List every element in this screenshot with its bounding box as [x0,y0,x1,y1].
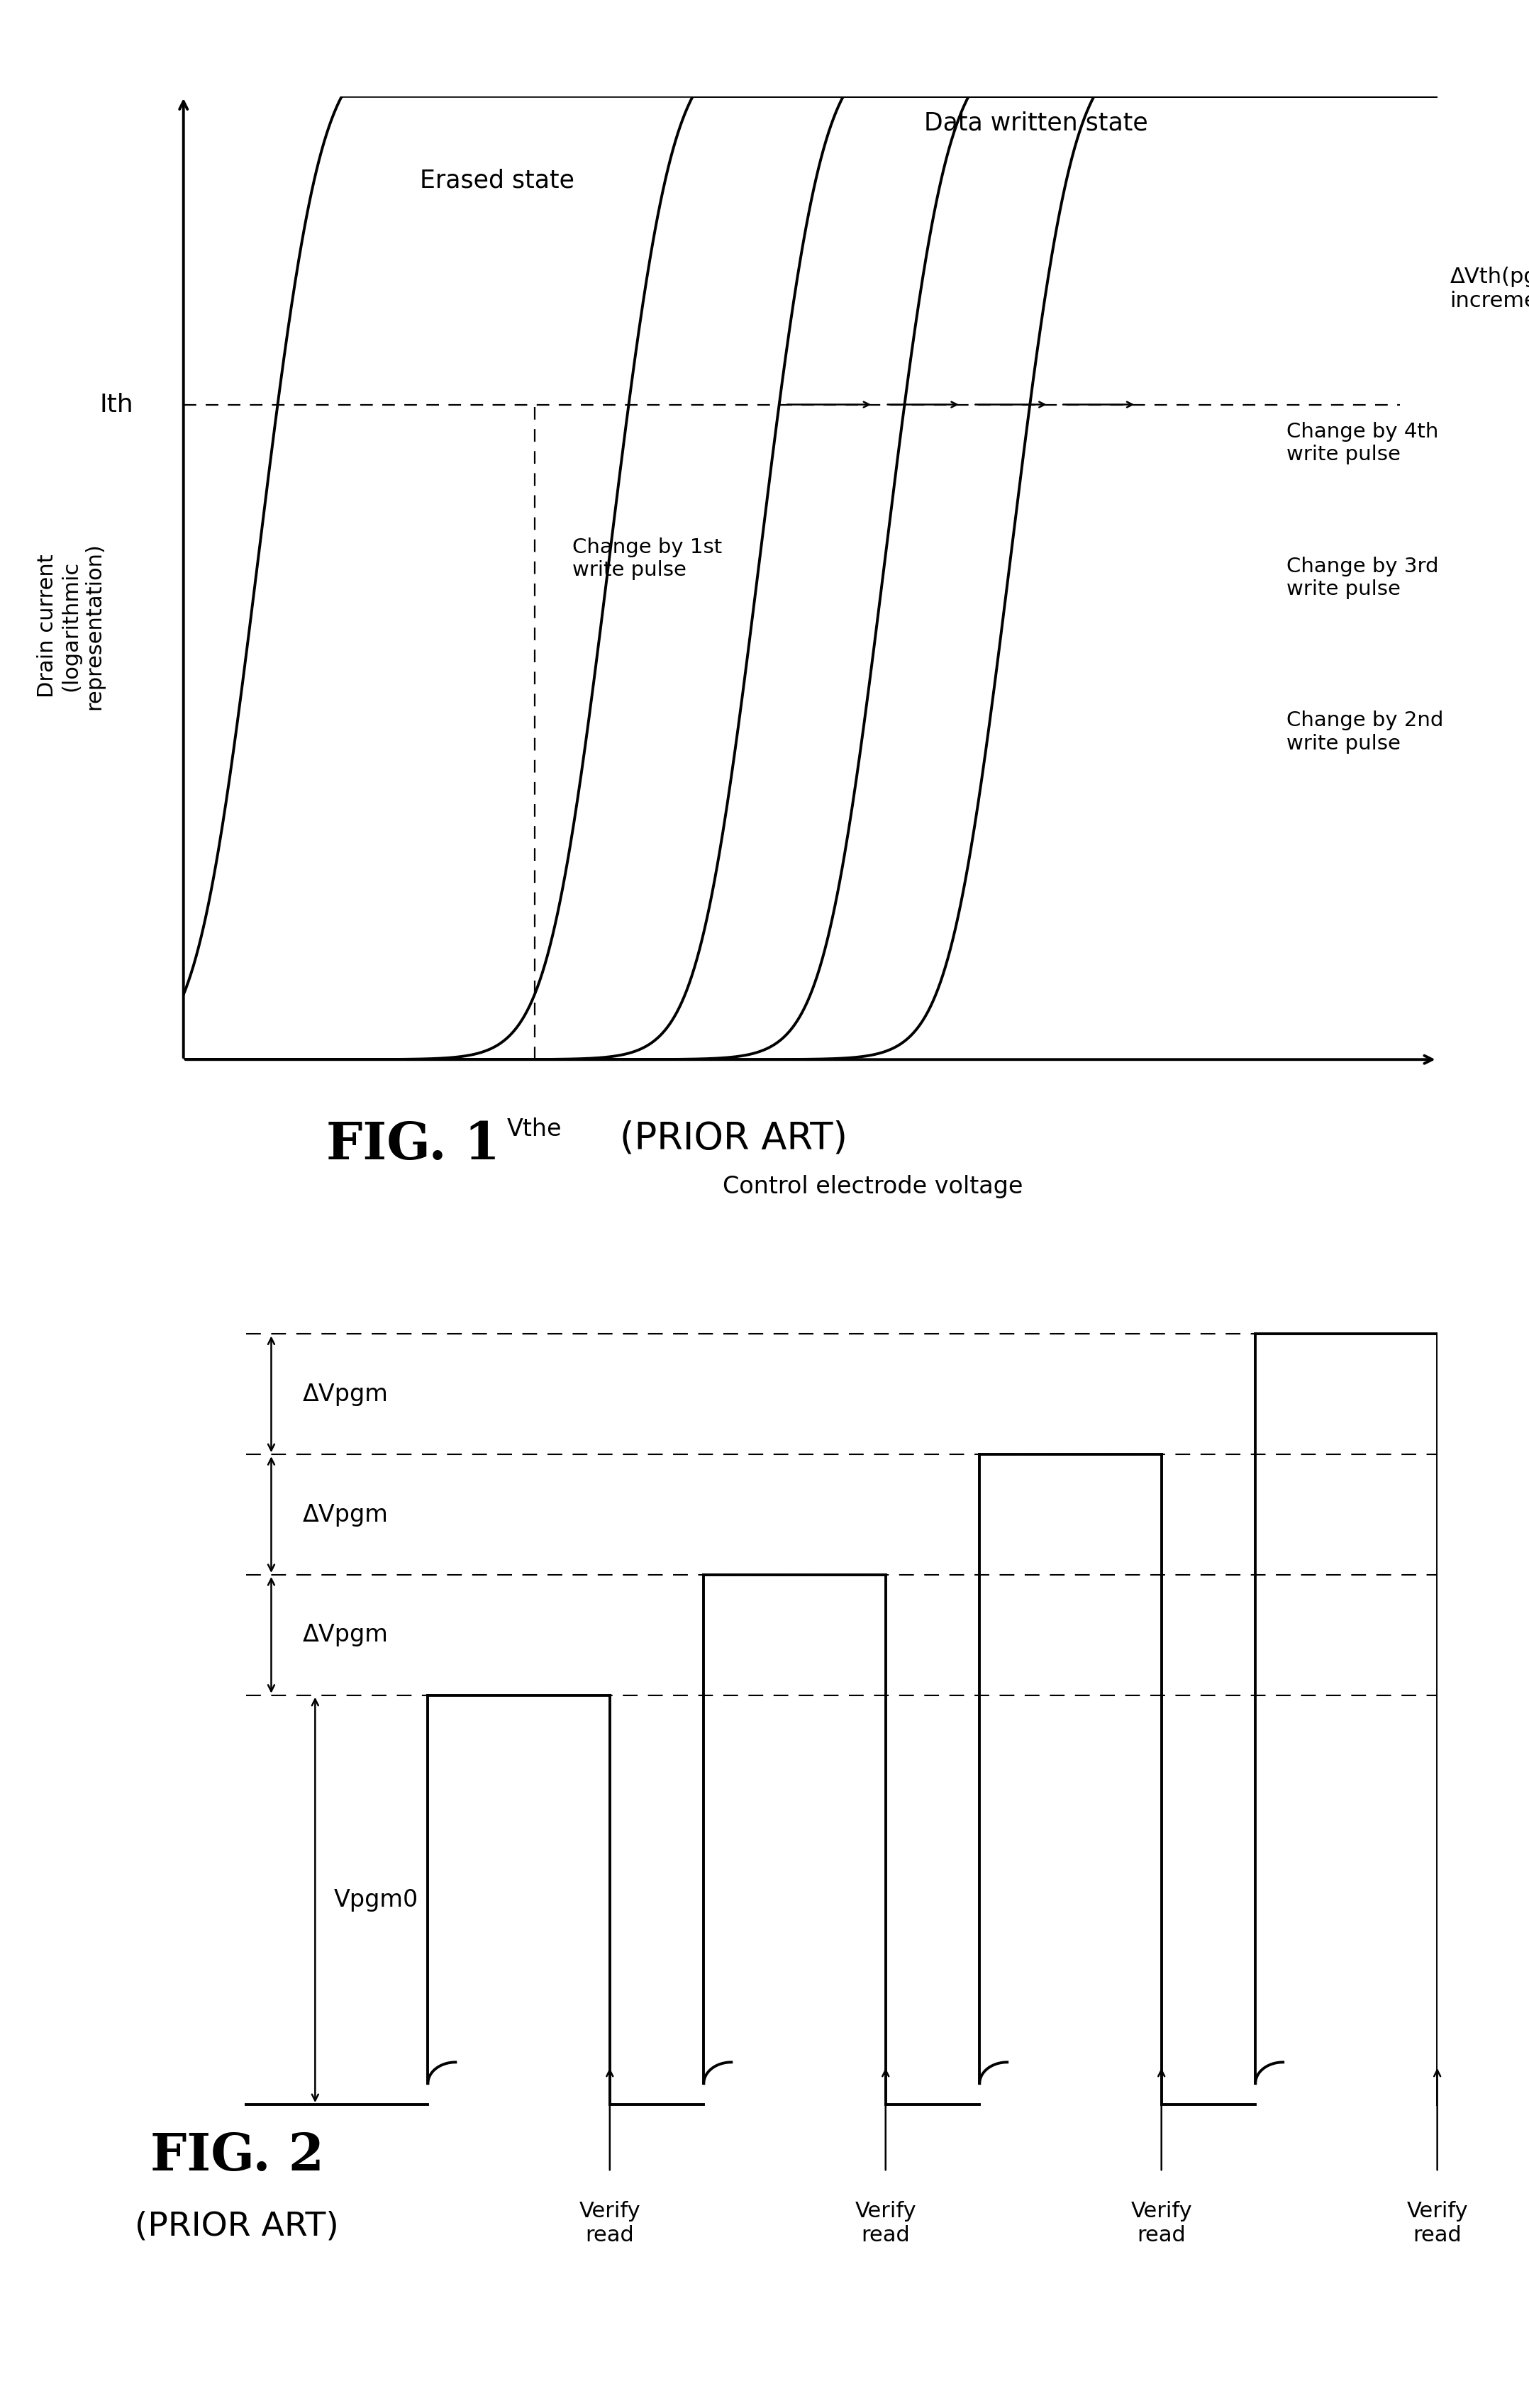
Text: Drain current
(logarithmic
representation): Drain current (logarithmic representatio… [37,542,106,710]
Text: Verify
read: Verify read [855,2201,916,2244]
Text: Data written state: Data written state [924,111,1148,135]
Text: ΔVpgm: ΔVpgm [303,1382,388,1406]
Text: Verify
read: Verify read [1131,2201,1193,2244]
Text: ΔVth(pgm)
increment: ΔVth(pgm) increment [1449,267,1529,311]
Text: Vthe: Vthe [508,1117,563,1141]
Text: Change by 1st
write pulse: Change by 1st write pulse [572,537,722,580]
Text: ΔVpgm: ΔVpgm [303,1503,388,1527]
Text: Vpgm0: Vpgm0 [333,1888,419,1912]
Text: Verify
read: Verify read [1407,2201,1468,2244]
Text: Ith: Ith [99,393,133,417]
Text: ΔVpgm: ΔVpgm [303,1623,388,1647]
Text: FIG. 1: FIG. 1 [326,1120,500,1170]
Text: Verify
read: Verify read [579,2201,641,2244]
Text: Change by 2nd
write pulse: Change by 2nd write pulse [1287,710,1443,754]
Text: Change by 3rd
write pulse: Change by 3rd write pulse [1287,556,1439,600]
Text: FIG. 2: FIG. 2 [150,2131,324,2182]
Text: Change by 4th
write pulse: Change by 4th write pulse [1287,421,1439,465]
Text: Erased state: Erased state [419,169,575,193]
Text: (PRIOR ART): (PRIOR ART) [621,1120,847,1156]
Text: (PRIOR ART): (PRIOR ART) [135,2211,339,2242]
Text: Control electrode voltage: Control electrode voltage [723,1175,1023,1199]
